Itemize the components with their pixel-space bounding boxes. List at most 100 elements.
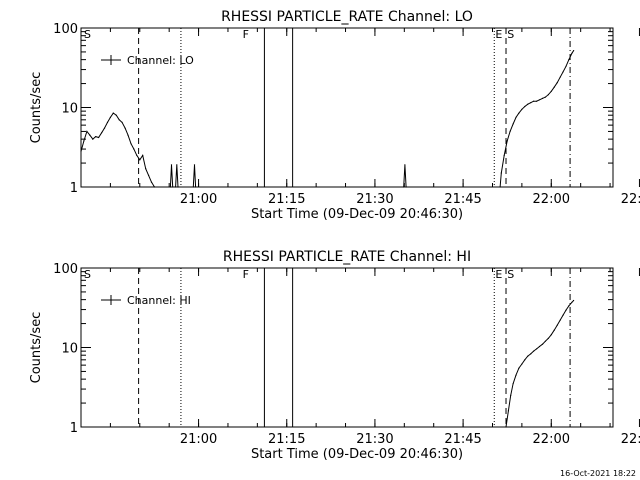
data-point xyxy=(403,186,405,188)
data-point xyxy=(101,132,103,134)
data-point xyxy=(515,374,517,376)
data-point xyxy=(177,186,179,188)
data-point xyxy=(124,127,126,129)
data-point xyxy=(148,174,150,176)
event-label: S xyxy=(84,268,91,281)
data-point xyxy=(80,150,82,153)
data-point xyxy=(195,186,197,188)
y-tick-label: 100 xyxy=(53,262,78,277)
data-point xyxy=(571,52,573,54)
data-point xyxy=(121,121,123,123)
data-point xyxy=(139,159,141,161)
event-label: F xyxy=(243,28,249,41)
y-tick-label: 1 xyxy=(70,181,78,196)
data-point xyxy=(559,319,561,321)
y-tick-label: 100 xyxy=(53,22,78,37)
timestamp: 16-Oct-2021 18:22 xyxy=(560,469,636,478)
data-point xyxy=(544,340,547,342)
data-point xyxy=(193,164,196,166)
data-point xyxy=(405,186,407,188)
x-tick-label: 21:15 xyxy=(268,192,305,207)
x-tick-label: 21:30 xyxy=(356,432,393,447)
data-point xyxy=(536,100,538,102)
data-point xyxy=(512,383,514,385)
y-axis-label: Counts/sec xyxy=(29,72,44,144)
x-tick-label: 21:15 xyxy=(268,432,305,447)
chart-panel-1: RHESSI PARTICLE_RATE Channel: HI 1 10 100 21… xyxy=(29,249,640,462)
data-point xyxy=(92,138,94,140)
data-point xyxy=(547,337,549,339)
data-point xyxy=(89,134,91,136)
series-line-segment xyxy=(192,164,197,188)
data-point xyxy=(192,186,194,188)
series-line-segment xyxy=(80,112,155,188)
data-point xyxy=(536,348,538,350)
y-axis-label: Counts/sec xyxy=(29,312,44,384)
data-point xyxy=(506,140,508,142)
chart-title: RHESSI PARTICLE_RATE Channel: HI xyxy=(223,249,471,265)
data-point xyxy=(521,108,523,110)
data-point xyxy=(550,90,552,92)
x-axis-label: Start Time (09-Dec-09 20:46:30) xyxy=(251,447,463,462)
data-point xyxy=(109,116,111,118)
data-point xyxy=(95,136,97,138)
data-point xyxy=(541,97,544,99)
data-point xyxy=(553,329,555,331)
data-point xyxy=(571,301,573,303)
data-point xyxy=(568,59,570,61)
data-point xyxy=(553,86,555,88)
event-label: S xyxy=(84,28,91,41)
data-point xyxy=(541,343,544,345)
series-line-segment xyxy=(499,50,575,188)
data-point xyxy=(547,94,549,96)
data-point xyxy=(118,119,120,121)
plot-frame xyxy=(80,267,614,428)
series-line-segment xyxy=(505,300,574,428)
x-tick-label: 22:00 xyxy=(533,432,570,447)
data-point xyxy=(404,164,406,166)
data-point xyxy=(499,186,501,188)
data-point xyxy=(538,99,541,101)
event-label: E xyxy=(495,268,502,281)
data-point xyxy=(565,65,567,67)
data-point xyxy=(530,353,532,355)
data-point xyxy=(112,112,114,114)
x-tick-label: 21:45 xyxy=(444,432,481,447)
data-point xyxy=(556,82,558,84)
data-point xyxy=(521,363,523,365)
data-point xyxy=(518,367,520,369)
data-point xyxy=(507,410,509,412)
data-point xyxy=(505,426,507,428)
x-tick-label: 21:00 xyxy=(180,432,217,447)
data-point xyxy=(524,359,526,361)
data-point xyxy=(169,186,171,188)
legend-label: Channel: LO xyxy=(127,54,194,67)
x-tick-label: 22:15 xyxy=(621,432,640,447)
data-point xyxy=(573,299,575,302)
x-axis-label: Start Time (09-Dec-09 20:46:30) xyxy=(251,207,463,222)
data-point xyxy=(503,154,505,156)
x-tick-label: 21:00 xyxy=(180,192,217,207)
data-point xyxy=(538,345,541,348)
event-label: E xyxy=(495,28,502,41)
y-tick-label: 10 xyxy=(61,342,78,357)
data-point xyxy=(170,164,173,166)
legend-label: Channel: HI xyxy=(127,294,191,307)
event-label: S xyxy=(507,28,514,41)
data-point xyxy=(559,76,561,78)
data-point xyxy=(512,123,514,125)
data-point xyxy=(130,143,132,145)
data-point xyxy=(527,103,529,105)
data-point xyxy=(556,324,558,326)
data-point xyxy=(527,355,529,357)
series-line-segment xyxy=(175,164,179,188)
data-point xyxy=(500,172,502,174)
event-label: F xyxy=(243,268,249,281)
data-point xyxy=(98,136,100,139)
x-tick-label: 22:15 xyxy=(621,192,640,207)
y-tick-label: 10 xyxy=(61,102,78,117)
data-point xyxy=(172,186,174,188)
data-point xyxy=(562,314,564,316)
data-point xyxy=(127,134,129,136)
